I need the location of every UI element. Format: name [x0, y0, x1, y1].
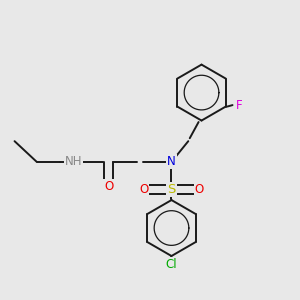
Text: O: O [139, 183, 148, 196]
Text: F: F [236, 99, 242, 112]
Text: NH: NH [65, 155, 82, 168]
Text: S: S [167, 183, 176, 196]
Text: N: N [167, 155, 176, 168]
Text: O: O [195, 183, 204, 196]
Text: Cl: Cl [166, 258, 177, 271]
Text: O: O [104, 180, 113, 193]
